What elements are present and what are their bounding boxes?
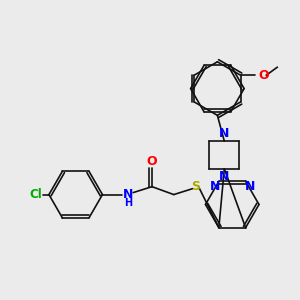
Text: H: H [124,199,132,208]
Text: N: N [219,170,230,183]
Text: O: O [147,155,157,168]
Text: S: S [191,180,200,193]
Text: N: N [219,127,230,140]
Text: Cl: Cl [29,188,42,201]
Text: N: N [123,188,134,201]
Text: N: N [244,180,255,193]
Text: O: O [258,69,269,82]
Text: N: N [210,180,220,193]
